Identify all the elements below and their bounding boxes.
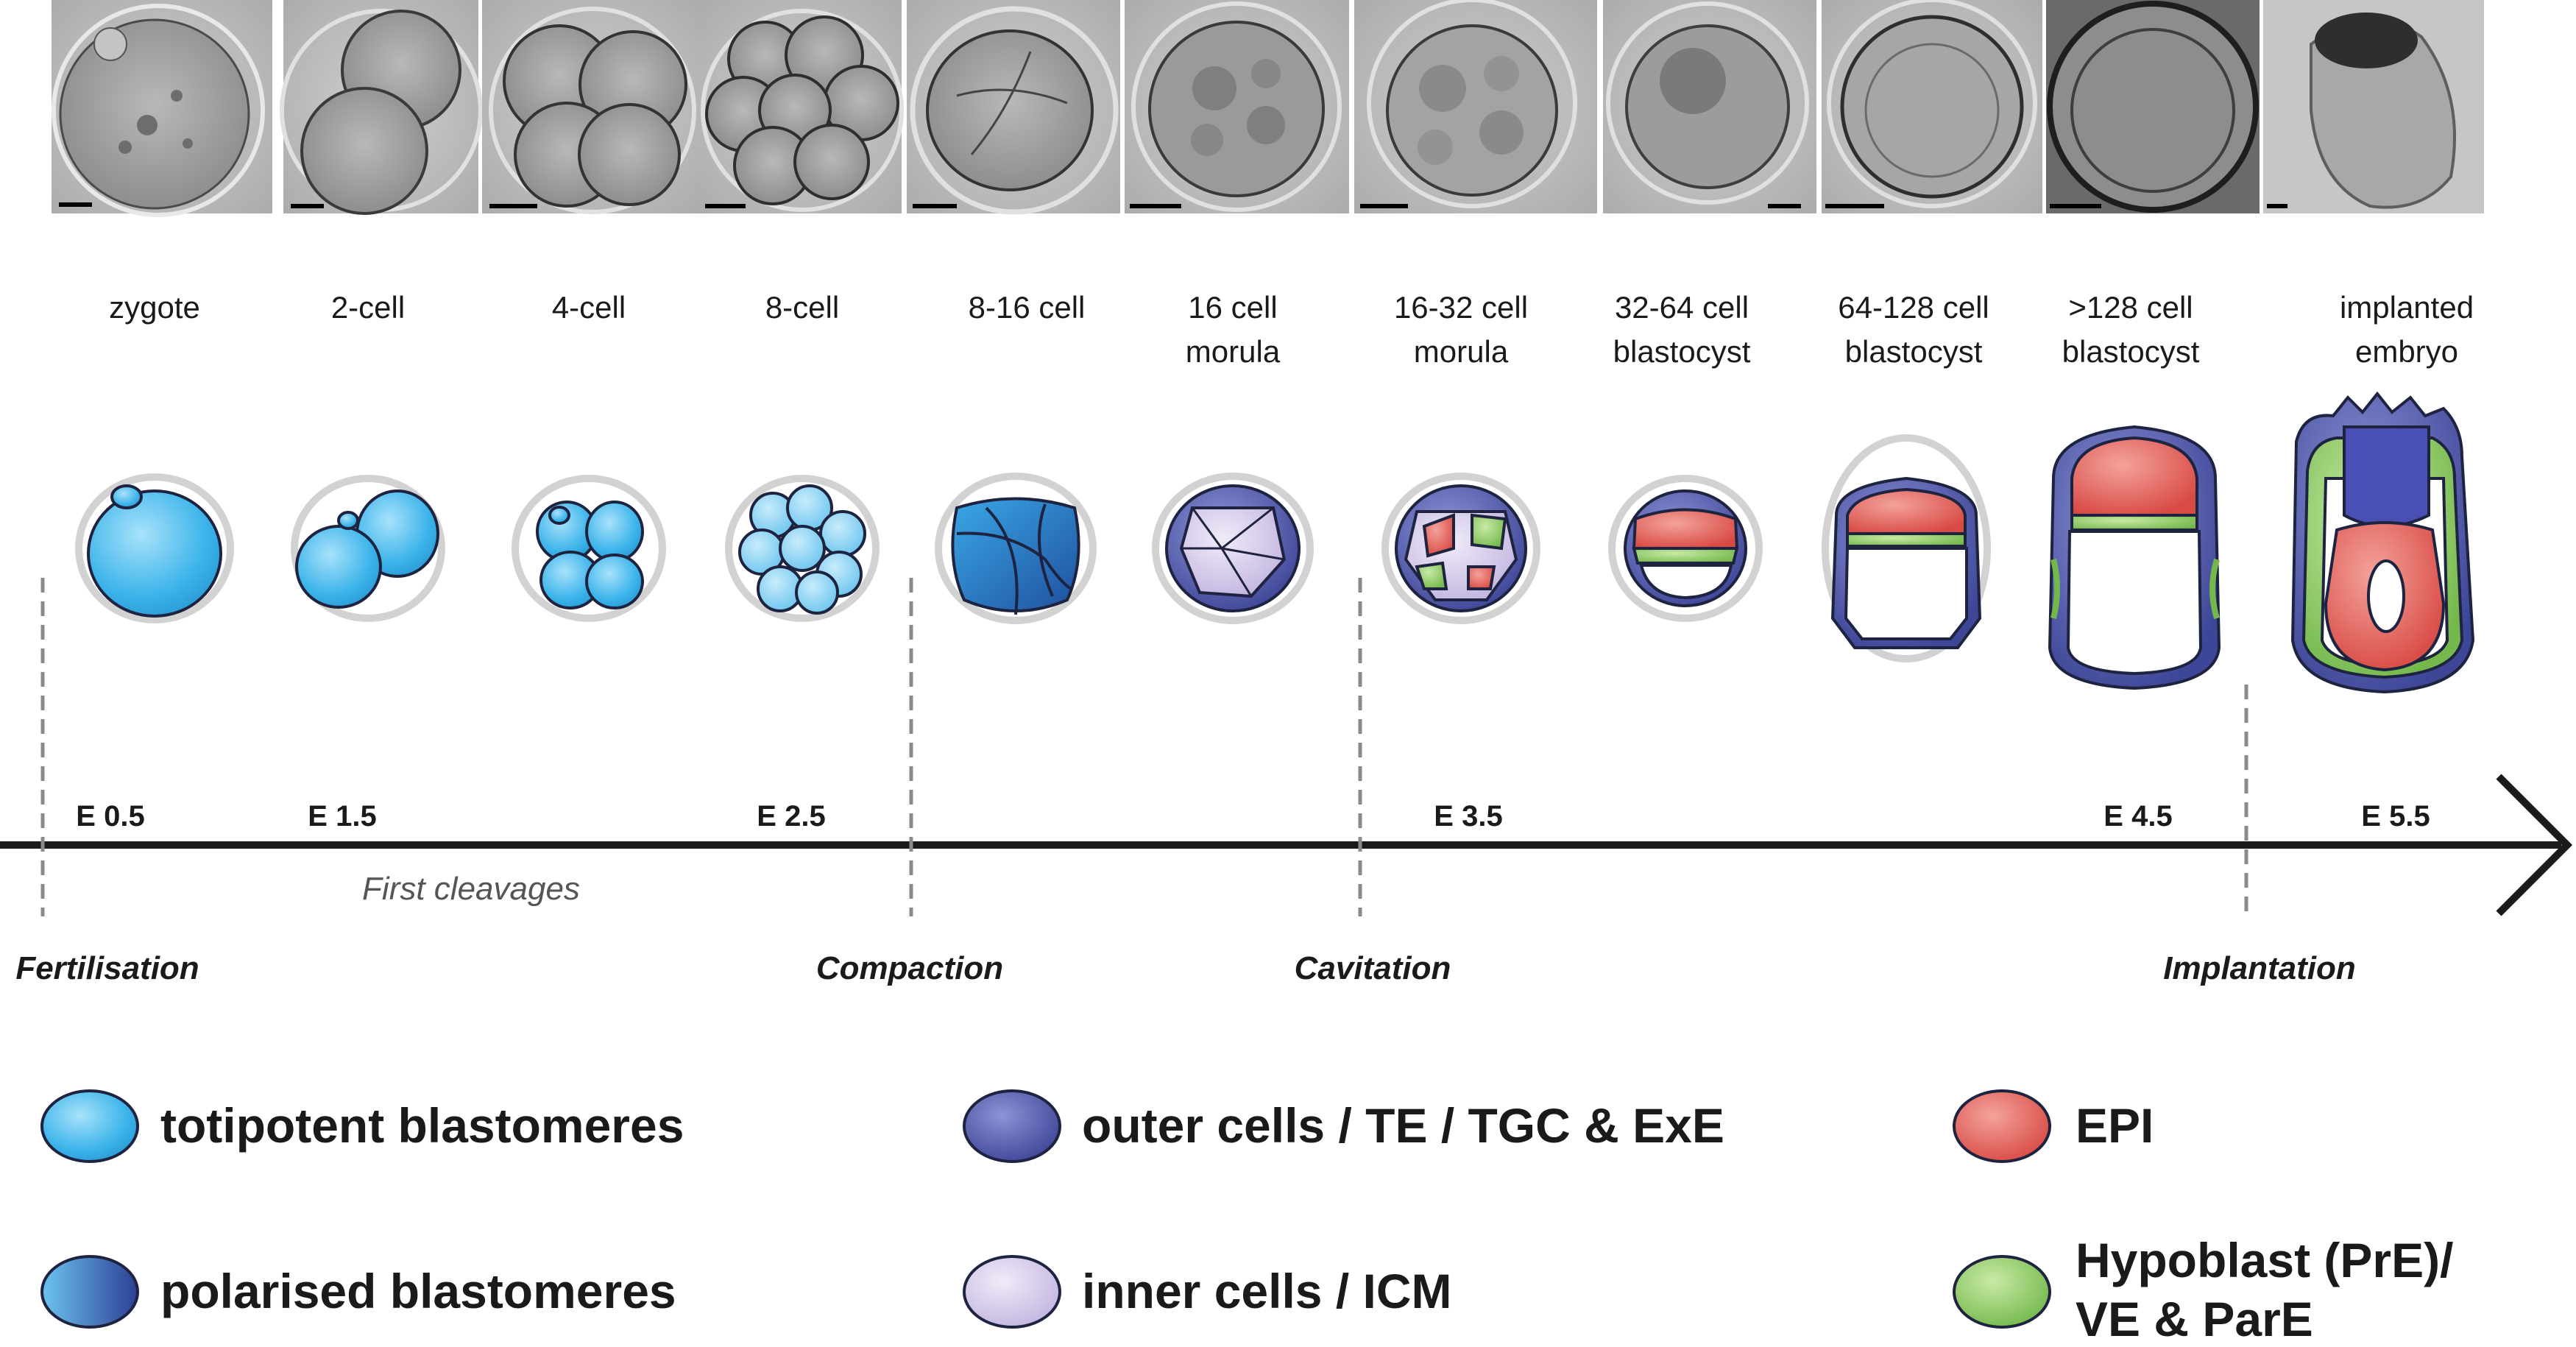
stage-label: 16-32 cell morula	[1394, 290, 1528, 369]
stage-label: implanted embryo	[2340, 290, 2474, 369]
stage-label: 2-cell	[331, 290, 405, 325]
day-label: E 2.5	[757, 800, 825, 832]
micrograph-strip	[52, 0, 2484, 217]
legend-item: outer cells / TE / TGC & ExE	[963, 1089, 1724, 1163]
day-labels: E 0.5 E 1.5 E 2.5 E 3.5 E 4.5 E 5.5	[76, 800, 2430, 832]
event-label: Cavitation	[1295, 950, 1451, 986]
legend-label-line: inner cells / ICM	[1082, 1264, 1451, 1318]
stage-label-line: 8-cell	[765, 290, 839, 325]
stage-label-line: >128 cell	[2068, 290, 2193, 325]
micrograph-zygote	[52, 0, 272, 217]
stage-label: 8-cell	[765, 290, 839, 325]
stage-label-line: embryo	[2355, 334, 2458, 369]
stage-label: 32-64 cell blastocyst	[1613, 290, 1751, 369]
schematic-16-cell-morula	[1152, 473, 1314, 624]
micrograph-32-64-cell-blastocyst	[1603, 0, 1816, 213]
micrograph-implanted-embryo	[2263, 0, 2484, 213]
schematic-4-cell	[512, 475, 666, 622]
stage-label-line: 8-16 cell	[969, 290, 1086, 325]
legend-swatch	[1953, 1255, 2051, 1329]
micrograph-16-32-cell-morula	[1354, 0, 1597, 213]
legend-swatch	[40, 1089, 139, 1163]
micrograph-2-cell	[280, 0, 483, 215]
legend-label: inner cells / ICM	[1082, 1264, 1451, 1318]
schematic-64-128-cell-blastocyst	[1822, 434, 1991, 662]
stage-label-line: 16-32 cell	[1394, 290, 1528, 325]
legend-label-line: VE & ParE	[2076, 1292, 2313, 1346]
legend-label: polarised blastomeres	[160, 1264, 676, 1318]
legend-label: outer cells / TE / TGC & ExE	[1082, 1098, 1724, 1153]
schematic-implanted-embryo	[2290, 391, 2475, 694]
schematic-8-16-cell	[935, 473, 1097, 624]
day-label: E 1.5	[308, 800, 376, 832]
stage-label: >128 cell blastocyst	[2062, 290, 2200, 369]
stage-label: 16 cell morula	[1186, 290, 1281, 369]
day-label: E 5.5	[2361, 800, 2430, 832]
legend-item: EPI	[1953, 1089, 2154, 1163]
day-label: E 0.5	[76, 800, 144, 832]
micrograph-4-cell	[482, 0, 703, 214]
legend-item: Hypoblast (PrE)/VE & ParE	[1953, 1233, 2453, 1346]
stage-label-line: zygote	[109, 290, 200, 325]
legend-swatch	[40, 1255, 139, 1329]
schematic-16-32-cell-morula	[1381, 473, 1540, 624]
legend-item: inner cells / ICM	[963, 1255, 1451, 1329]
schematic-32-64-cell-blastocyst	[1608, 475, 1763, 622]
event-label: Implantation	[2163, 950, 2356, 986]
stage-label: 4-cell	[552, 290, 626, 325]
legend: totipotent blastomeres polarised blastome…	[40, 1089, 2453, 1346]
stage-label-line: 16 cell	[1188, 290, 1277, 325]
micrograph-16-cell-morula	[1125, 0, 1349, 213]
stage-label: 64-128 cell blastocyst	[1838, 290, 1989, 369]
legend-swatch	[963, 1089, 1061, 1163]
day-label: E 3.5	[1434, 800, 1502, 832]
schematic-8-cell	[725, 475, 880, 622]
micrograph-64-128-cell-blastocyst	[1822, 0, 2042, 213]
day-label: E 4.5	[2103, 800, 2172, 832]
legend-swatch	[963, 1255, 1061, 1329]
legend-item: polarised blastomeres	[40, 1255, 676, 1329]
timeline: E 0.5 E 1.5 E 2.5 E 3.5 E 4.5 E 5.5 First cle…	[0, 578, 2573, 986]
legend-label-line: totipotent blastomeres	[160, 1098, 684, 1153]
micrograph-8-16-cell	[907, 0, 1120, 215]
stage-label-line: blastocyst	[2062, 334, 2200, 369]
stage-label-line: 4-cell	[552, 290, 626, 325]
micrograph-gt-128-cell-blastocyst	[2046, 0, 2260, 213]
schematic-2-cell	[291, 475, 445, 622]
event-label: Compaction	[816, 950, 1003, 986]
stage-label-line: blastocyst	[1613, 334, 1751, 369]
stage-label: 8-16 cell	[969, 290, 1086, 325]
schematic-zygote	[75, 473, 234, 623]
stage-label-line: 64-128 cell	[1838, 290, 1989, 325]
micrograph-8-cell	[699, 0, 904, 213]
event-markers	[40, 578, 2248, 916]
event-labels: Fertilisation Compaction Cavitation Implant…	[15, 950, 2355, 986]
legend-item: totipotent blastomeres	[40, 1089, 684, 1163]
period-label: First cleavages	[362, 871, 580, 907]
stage-label-line: 32-64 cell	[1615, 290, 1749, 325]
stage-labels: zygote 2-cell 4-cell 8-cell 8-16 cell 16 cell…	[109, 290, 2474, 369]
legend-label-line: outer cells / TE / TGC & ExE	[1082, 1098, 1724, 1153]
schematic-embryos	[75, 391, 2475, 694]
stage-label-line: morula	[1414, 334, 1509, 369]
stage-label-line: blastocyst	[1845, 334, 1983, 369]
stage-label: zygote	[109, 290, 200, 325]
stage-label-line: 2-cell	[331, 290, 405, 325]
legend-label: Hypoblast (PrE)/VE & ParE	[2076, 1233, 2453, 1346]
timeline-arrowhead	[2496, 774, 2573, 916]
stage-label-line: morula	[1186, 334, 1281, 369]
legend-swatch	[1953, 1089, 2051, 1163]
stage-label-line: implanted	[2340, 290, 2474, 325]
legend-label-line: Hypoblast (PrE)/	[2076, 1233, 2453, 1287]
legend-label: totipotent blastomeres	[160, 1098, 684, 1153]
event-label: Fertilisation	[15, 950, 199, 986]
schematic-gt-128-cell-blastocyst	[2048, 425, 2221, 690]
legend-label-line: polarised blastomeres	[160, 1264, 676, 1318]
legend-label: EPI	[2076, 1098, 2154, 1153]
legend-label-line: EPI	[2076, 1098, 2154, 1153]
